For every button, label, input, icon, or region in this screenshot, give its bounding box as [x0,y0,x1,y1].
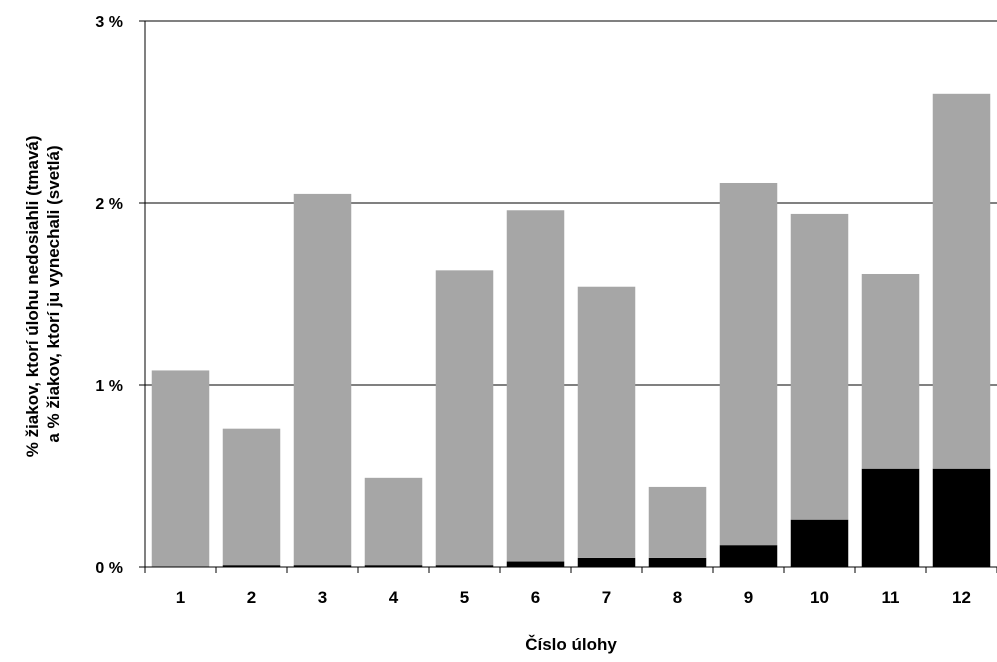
bar-dark-6 [507,562,565,567]
bar-light-8 [649,487,707,558]
x-tick-label: 5 [460,588,469,607]
y-tick-label: 3 % [95,14,123,31]
bar-light-2 [223,429,281,566]
bar-light-12 [933,94,991,469]
y-tick-label: 0 % [95,560,123,577]
y-axis-title: % žiakov, ktorí úlohu nedosiahli (tmavá)… [23,131,63,458]
bar-dark-9 [720,545,778,567]
x-tick-label: 7 [602,588,611,607]
bar-light-9 [720,183,778,545]
x-tick-label: 12 [952,588,971,607]
y-tick-label: 1 % [95,378,123,395]
x-tick-label: 4 [389,588,399,607]
x-tick-label: 6 [531,588,540,607]
bar-light-3 [294,194,352,565]
bar-light-1 [152,370,210,567]
y-axis-title-line-2: a % žiakov, ktorí ju vynechali (svetlá) [44,145,63,442]
x-tick-label: 2 [247,588,256,607]
bar-dark-10 [791,520,849,567]
x-tick-label: 3 [318,588,327,607]
bar-dark-7 [578,558,636,567]
bar-dark-11 [862,469,920,567]
x-axis-title: Číslo úlohy [525,635,617,654]
bar-light-10 [791,214,849,520]
bars [152,94,991,567]
bar-dark-8 [649,558,707,567]
bar-light-7 [578,287,636,558]
bar-light-11 [862,274,920,469]
x-tick-label: 8 [673,588,682,607]
x-tick-label: 11 [882,588,900,607]
y-axis-title-line-1: % žiakov, ktorí úlohu nedosiahli (tmavá) [23,135,42,457]
x-tick-label: 9 [744,588,753,607]
bar-light-5 [436,270,494,565]
bar-light-4 [365,478,423,565]
x-tick-label: 1 [176,588,185,607]
x-tick-label: 10 [810,588,829,607]
bar-dark-12 [933,469,991,567]
bar-light-6 [507,210,565,561]
y-tick-label: 2 % [95,196,123,213]
